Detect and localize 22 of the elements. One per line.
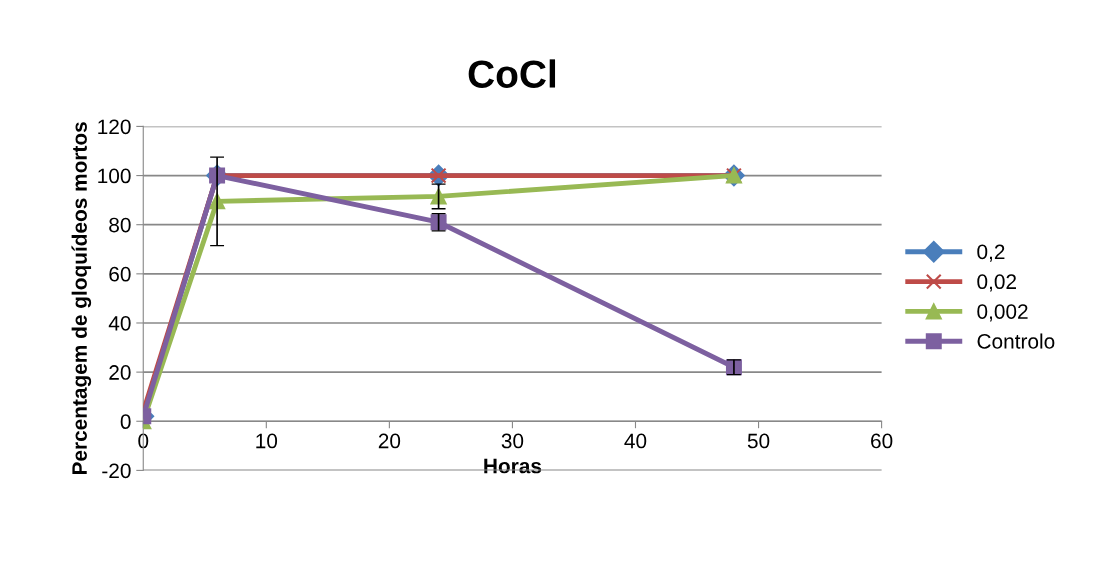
x-tick-label: 60 <box>871 433 893 449</box>
x-tick-label: 0 <box>138 433 149 449</box>
x-tick-label: 40 <box>624 433 647 449</box>
y-tick-label: 120 <box>98 119 131 135</box>
y-tick-label: 0 <box>120 414 131 430</box>
x-tick-label: 50 <box>747 433 770 449</box>
y-tick-label: 40 <box>108 315 131 331</box>
legend-label: 0,2 <box>977 244 1005 262</box>
legend-label: Controlo <box>977 333 1055 349</box>
y-tick-label: 60 <box>109 266 131 282</box>
y-tick-label: -20 <box>102 463 131 479</box>
legend-label: 0,002 <box>977 304 1028 322</box>
x-tick-label: 20 <box>378 433 401 449</box>
y-axis-title: Percentagem de gloquídeos mortos <box>71 122 92 475</box>
x-tick-label: 30 <box>501 433 524 449</box>
x-axis-title: Horas <box>484 458 542 474</box>
legend-label: 0,02 <box>977 274 1016 292</box>
y-tick-label: 20 <box>109 365 131 380</box>
y-tick-label: 80 <box>109 217 131 233</box>
y-tick-label: 100 <box>98 168 131 184</box>
chart-title: CoCl <box>468 59 556 88</box>
x-tick-label: 10 <box>256 433 278 449</box>
